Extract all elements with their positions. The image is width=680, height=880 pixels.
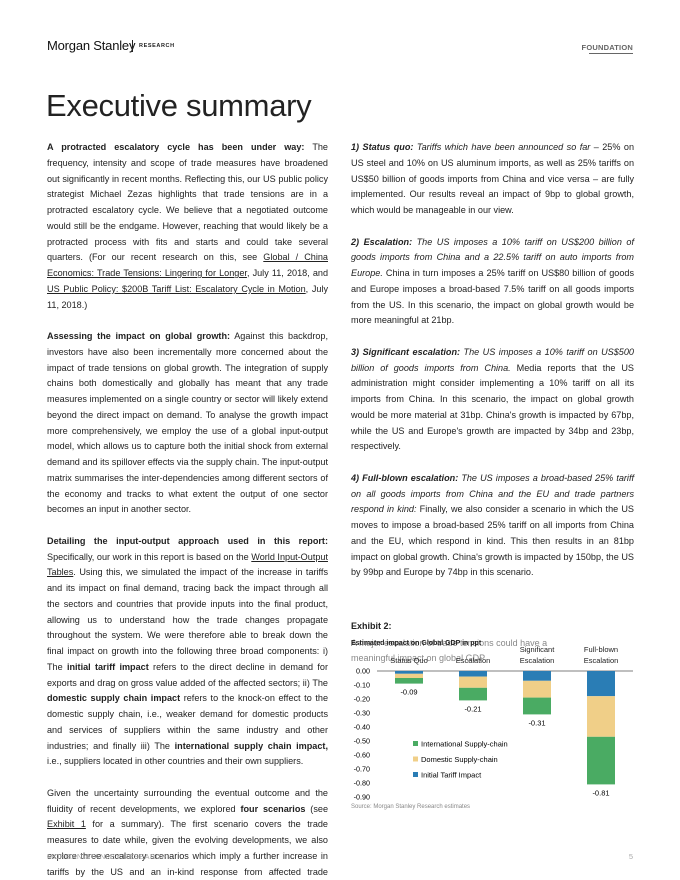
text-run: refers to the direct decline in demand f… <box>47 661 328 688</box>
text-run: The frequency, intensity and scope of tr… <box>47 142 328 263</box>
text-run: Assessing the impact on global growth: <box>47 331 231 341</box>
link[interactable]: US Public Policy: $200B Tariff List: Esc… <box>47 283 306 294</box>
bar-segment <box>523 680 551 698</box>
x-category-label: Full-blown Escalation <box>583 645 619 665</box>
tag: FOUNDATION <box>581 43 633 52</box>
total-label: -0.21 <box>464 704 481 713</box>
text-run: refers to the knock-on effect to the dom… <box>47 693 329 751</box>
y-tick-label: -0.50 <box>354 737 370 746</box>
text-run: . Using this, we simulated the impact of… <box>47 567 328 672</box>
text-run: i.e., suppliers located in other countri… <box>47 756 304 767</box>
y-tick-label: -0.60 <box>354 751 370 760</box>
legend-label: Initial Tariff Impact <box>421 771 482 780</box>
text-run: The US imposes a broad-based 25% tariff … <box>351 472 635 515</box>
chart-source: Source: Morgan Stanley Research estimate… <box>351 804 471 810</box>
bar-segment <box>523 671 551 681</box>
tag-rule <box>589 53 633 54</box>
paragraph: Detailing the input-output approach used… <box>47 534 328 770</box>
y-tick-label: -0.80 <box>354 779 370 788</box>
bar-segment <box>459 671 487 677</box>
separator <box>132 40 133 52</box>
footer-left: MORGAN STANLEY RESEARCH <box>47 852 167 861</box>
chart-subtitle: A major escalation of trade tensions cou… <box>351 638 548 663</box>
text-run: 1) Status quo: <box>351 142 414 152</box>
text-run: four scenarios <box>240 803 306 814</box>
text-run: , July 11, 2018, and <box>246 268 328 278</box>
text-run: 2) Escalation: <box>351 236 413 247</box>
y-tick-label: 0.00 <box>356 667 370 676</box>
bar-segment <box>459 687 487 701</box>
chart-title: Estimated impact on Global GDP in ppt <box>351 640 482 647</box>
bar-segment <box>395 678 423 684</box>
column: 1) Status quo: Tariffs which have been a… <box>351 140 634 597</box>
paragraph: Given the uncertainty surrounding the ev… <box>47 786 328 880</box>
text-run: – 25% on US steel and 10% on US aluminum… <box>351 142 634 215</box>
total-label: -0.81 <box>592 788 609 797</box>
page-title: Executive summary <box>46 88 312 123</box>
text-run: The US imposes a 10% tariff on US$500 bi… <box>351 346 634 373</box>
column: A protracted escalatory cycle has been u… <box>47 140 328 880</box>
paragraph: A protracted escalatory cycle has been u… <box>47 140 328 313</box>
bar-segment <box>587 671 615 697</box>
text-run: , July 11, 2018.) <box>47 283 328 310</box>
paragraph: 2) Escalation: The US imposes a 10% tari… <box>351 235 634 330</box>
text-run: 3) Significant escalation: <box>351 346 461 357</box>
brand: Morgan Stanley <box>47 38 136 53</box>
paragraph: 3) Significant escalation: The US impose… <box>351 345 634 455</box>
y-tick-label: -0.30 <box>354 709 370 718</box>
bar-segment <box>459 676 487 688</box>
bar-segment <box>587 696 615 737</box>
bar-segment <box>523 697 551 715</box>
bar-segment <box>395 673 423 678</box>
x-category-label: Significant Escalation <box>519 645 555 665</box>
legend-swatch <box>413 756 418 762</box>
text-run: domestic supply chain impact <box>47 693 181 704</box>
text-run: A protracted escalatory cycle has been u… <box>47 142 305 152</box>
text-run: China in turn imposes a 25% tariff on US… <box>351 268 634 326</box>
paragraph: 1) Status quo: Tariffs which have been a… <box>351 140 634 219</box>
text-run: Media reports that the US administration… <box>351 362 634 452</box>
text-run: (see <box>305 803 329 814</box>
text-run: international supply chain impact, <box>174 740 328 751</box>
y-tick-label: -0.40 <box>354 723 370 732</box>
link[interactable]: Exhibit 1 <box>47 819 86 830</box>
link[interactable]: Global / China Economics: Trade Tensions… <box>47 252 328 278</box>
legend-swatch <box>413 772 418 777</box>
bar-segment <box>587 736 615 785</box>
x-category-label: Status Quo <box>390 656 428 665</box>
y-tick-label: -0.70 <box>354 765 370 774</box>
paragraph: 4) Full-blown escalation: The US imposes… <box>351 471 634 581</box>
text-run: Given the uncertainty surrounding the ev… <box>47 787 328 814</box>
text-run: for a summary). The first scenario cover… <box>47 819 328 877</box>
text-run: Detailing the input-output approach used… <box>47 535 328 546</box>
exhibit-label: Exhibit 2: <box>351 621 392 631</box>
text-run: 4) Full-blown escalation: <box>351 472 459 483</box>
link[interactable]: World Input-Output Tables <box>47 551 328 578</box>
paragraph: Assessing the impact on global growth: A… <box>47 329 328 518</box>
total-label: -0.09 <box>400 688 417 697</box>
text-run: initial tariff impact <box>66 661 149 672</box>
legend-swatch <box>413 741 418 746</box>
section: RESEARCH <box>139 43 175 49</box>
x-category-label: Escalation <box>455 656 491 665</box>
y-tick-label: -0.10 <box>354 681 370 690</box>
y-tick-label: -0.90 <box>354 793 370 802</box>
text-run: Finally, we also consider a scenario in … <box>351 504 634 578</box>
text-run: Specifically, our work in this report is… <box>47 551 252 562</box>
bar-segment <box>395 671 423 674</box>
text-run: Tariffs which have been announced so far <box>413 142 591 152</box>
page-number: 5 <box>628 852 633 861</box>
y-tick-label: -0.20 <box>354 695 370 704</box>
legend-label: Domestic Supply-chain <box>421 755 498 764</box>
text-run: The US imposes a 10% tariff on US$200 bi… <box>351 236 634 279</box>
text-run: Against this backdrop, investors have al… <box>47 331 328 515</box>
total-label: -0.31 <box>528 718 545 727</box>
legend-label: International Supply-chain <box>421 740 508 749</box>
